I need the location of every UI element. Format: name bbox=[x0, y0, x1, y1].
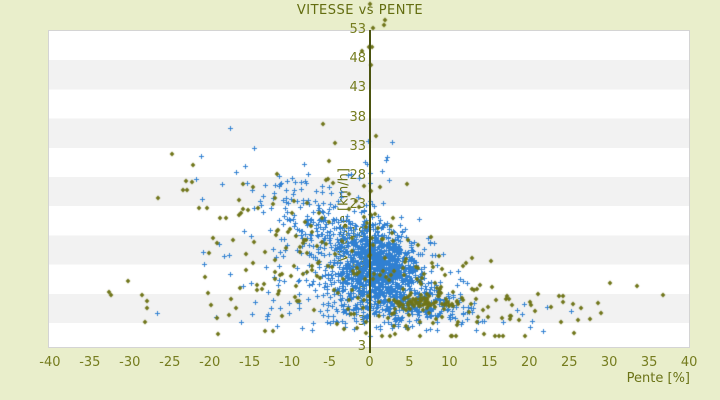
y-axis-line bbox=[369, 30, 371, 353]
